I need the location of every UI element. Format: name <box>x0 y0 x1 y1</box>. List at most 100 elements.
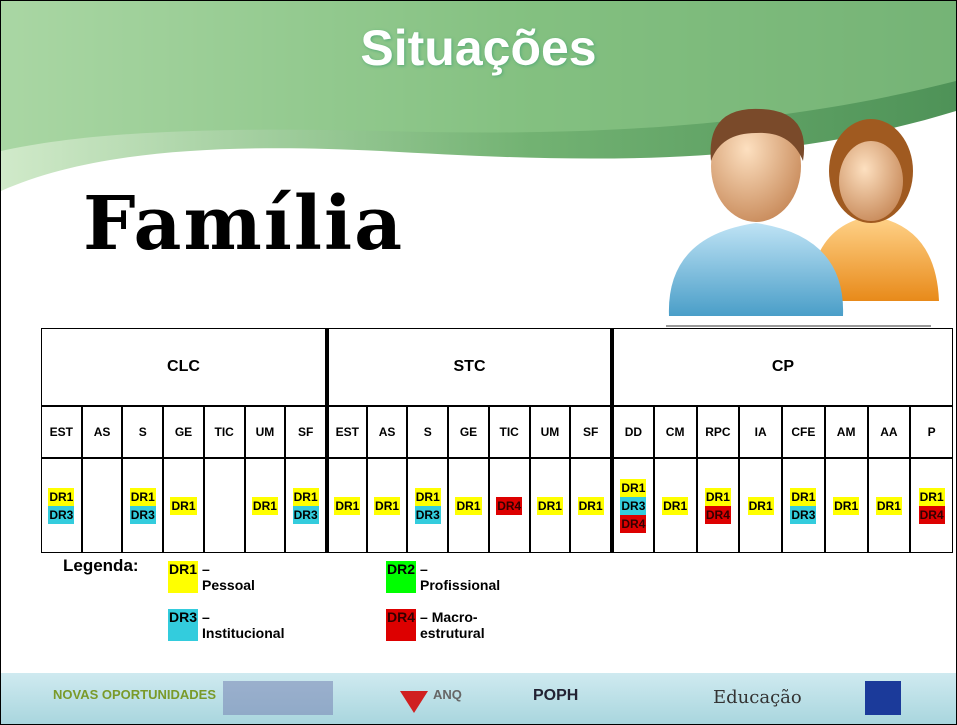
data-cell: DR1 <box>529 458 571 553</box>
tag: DR1 <box>577 496 604 515</box>
tag: DR4 <box>496 496 523 515</box>
tag: DR1 <box>833 496 860 515</box>
data-cell: DR1 DR3 <box>407 458 449 553</box>
column-header: GE <box>163 406 204 458</box>
logo-box <box>223 681 333 715</box>
data-cell: DR1 <box>244 458 286 553</box>
column-header: CFE <box>782 406 825 458</box>
tag: DR1 <box>455 496 482 515</box>
column-header: DD <box>611 406 654 458</box>
tag: DR4 <box>620 514 647 533</box>
legend-code: DR4 <box>386 609 417 641</box>
data-cell: DR1 <box>448 458 489 553</box>
tag: DR1 <box>48 487 75 506</box>
tag: DR1 <box>918 487 945 506</box>
column-header: UM <box>244 406 286 458</box>
legend-text: – Pessoal <box>202 561 255 593</box>
data-cell: DR1 <box>570 458 611 553</box>
column-header: GE <box>448 406 489 458</box>
data-cell: DR1 <box>163 458 204 553</box>
logo: POPH <box>533 687 579 704</box>
tag: DR3 <box>620 496 647 515</box>
tag: DR1 <box>374 496 401 515</box>
legend-item: DR1– Pessoal <box>168 561 255 593</box>
logo: NOVAS OPORTUNIDADES <box>53 687 216 702</box>
legend-text: – Macro-estrutural <box>420 609 485 641</box>
data-cell: DR1 DR3 DR4 <box>611 458 654 553</box>
tag: DR1 <box>334 496 361 515</box>
data-cell: DR1 DR3 <box>285 458 326 553</box>
column-header: AS <box>366 406 408 458</box>
tag: DR1 <box>251 496 278 515</box>
anq-icon <box>400 691 428 713</box>
column-header: EST <box>41 406 82 458</box>
people-icon <box>666 108 939 327</box>
column-header: S <box>407 406 449 458</box>
tag: DR1 <box>747 496 774 515</box>
legend-item: DR2– Profissional <box>386 561 500 593</box>
heading: Família <box>83 181 405 267</box>
group-header: CLC <box>41 328 326 406</box>
tag: DR1 <box>875 496 902 515</box>
legend-code: DR1 <box>168 561 199 593</box>
data-cell: DR1 DR4 <box>696 458 740 553</box>
data-cell: DR1 <box>824 458 868 553</box>
group-header: CP <box>611 328 953 406</box>
data-cell: DR4 <box>488 458 530 553</box>
legend-code: DR2 <box>386 561 417 593</box>
legend-text: – Institucional <box>202 609 285 641</box>
column-header: TIC <box>203 406 245 458</box>
legend-item: DR4– Macro-estrutural <box>386 609 485 641</box>
column-header: SF <box>570 406 611 458</box>
eu-flag <box>865 681 901 715</box>
tag: DR3 <box>292 505 319 524</box>
tag: DR1 <box>292 487 319 506</box>
tag: DR3 <box>790 505 817 524</box>
legend-code: DR3 <box>168 609 199 641</box>
column-header: P <box>910 406 953 458</box>
data-cell: DR1 DR3 <box>122 458 164 553</box>
data-cell: DR1 DR3 <box>782 458 825 553</box>
tag: DR1 <box>620 478 647 497</box>
title: Situações <box>360 20 597 76</box>
column-header: TIC <box>488 406 530 458</box>
column-header: S <box>122 406 164 458</box>
data-cell: DR1 DR3 <box>41 458 82 553</box>
tag: DR1 <box>414 487 441 506</box>
footer: NOVAS OPORTUNIDADES ANQ POPH Educação <box>1 673 956 724</box>
column-header: AS <box>81 406 123 458</box>
column-header: SF <box>285 406 326 458</box>
group-header: STC <box>326 328 611 406</box>
data-cell: DR1 <box>867 458 911 553</box>
tag: DR3 <box>129 505 156 524</box>
data-cell: DR1 <box>653 458 697 553</box>
column-header: EST <box>326 406 367 458</box>
tag: DR3 <box>48 505 75 524</box>
column-header: RPC <box>696 406 740 458</box>
tag: DR3 <box>414 505 441 524</box>
background-swoosh <box>1 1 956 327</box>
column-header: AA <box>867 406 911 458</box>
tag: DR1 <box>662 496 689 515</box>
column-header: IA <box>739 406 782 458</box>
column-header: CM <box>653 406 697 458</box>
tag: DR1 <box>129 487 156 506</box>
tag: DR4 <box>704 505 731 524</box>
column-header: AM <box>824 406 868 458</box>
column-header: UM <box>529 406 571 458</box>
tag: DR4 <box>918 505 945 524</box>
legend-label: Legenda: <box>63 556 139 575</box>
tag: DR1 <box>790 487 817 506</box>
legend-text: – Profissional <box>420 561 501 593</box>
data-cell <box>81 458 123 553</box>
data-cell: DR1 DR4 <box>910 458 953 553</box>
data-cell: DR1 <box>739 458 782 553</box>
tag: DR1 <box>536 496 563 515</box>
data-cell <box>203 458 245 553</box>
legend-item: DR3– Institucional <box>168 609 284 641</box>
logo: Educação <box>713 687 802 708</box>
logo: ANQ <box>433 687 462 702</box>
tag: DR1 <box>170 496 197 515</box>
tag: DR1 <box>704 487 731 506</box>
